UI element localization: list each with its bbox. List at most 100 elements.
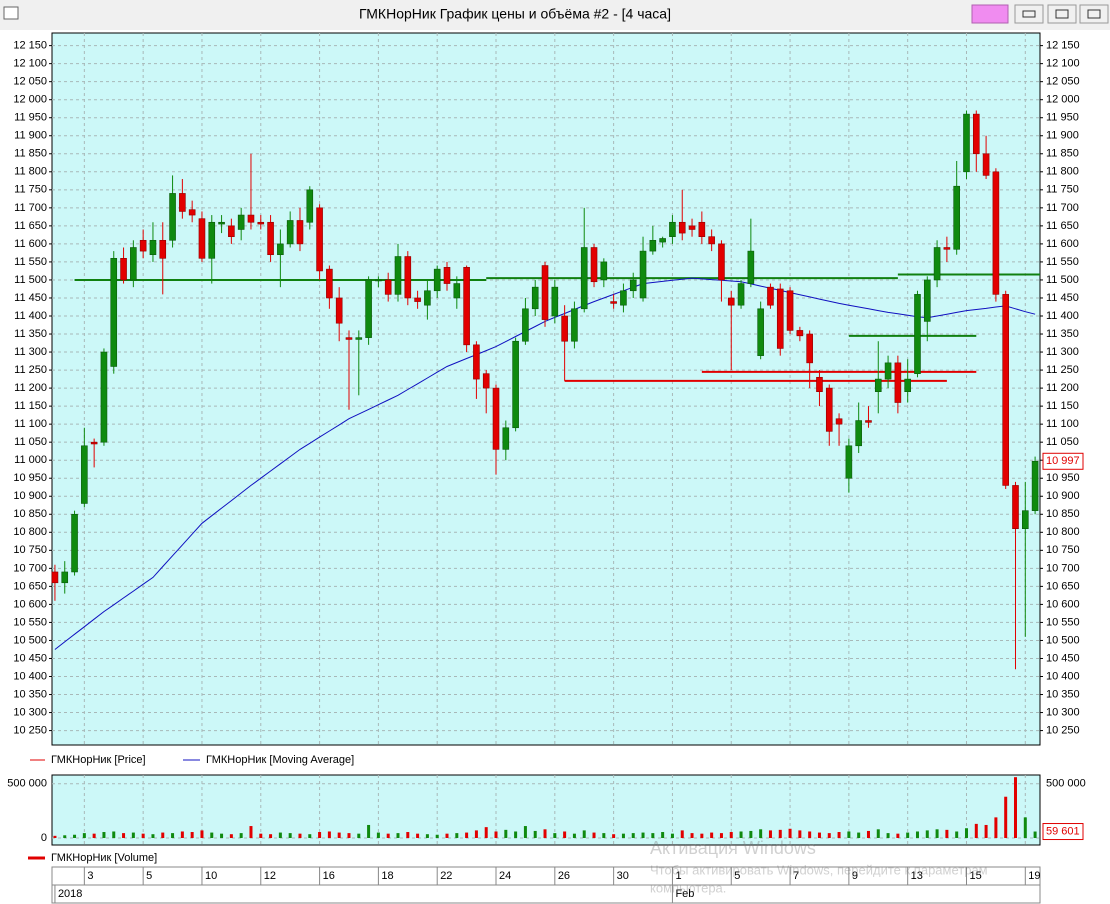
volume-bar	[259, 833, 263, 838]
candle-body	[894, 362, 902, 403]
volume-bar	[925, 830, 929, 838]
volume-bar	[523, 826, 527, 838]
y-tick-label: 11 100	[1046, 418, 1079, 430]
candle-body	[767, 286, 774, 306]
y-tick-label: 10 550	[13, 616, 47, 628]
volume-bar	[73, 834, 77, 838]
candle-body	[228, 225, 235, 237]
candle-body	[247, 214, 255, 223]
volume-bar	[896, 833, 900, 838]
volume-bar	[964, 828, 968, 838]
candle-body	[718, 243, 725, 281]
candle-body	[188, 209, 196, 216]
volume-bar	[425, 834, 429, 838]
volume-bar	[494, 831, 498, 838]
legend-volume: ГМКНорНик [Volume]	[51, 852, 157, 864]
y-tick-label: 10 650	[13, 580, 47, 592]
y-tick-label: 11 800	[1046, 166, 1079, 178]
y-tick-label: 12 100	[1046, 58, 1080, 70]
candle-body	[953, 185, 960, 250]
last-price-label: 10 997	[1046, 455, 1080, 467]
volume-bar	[641, 832, 645, 838]
candle-body	[149, 239, 157, 256]
candle-body	[531, 286, 539, 310]
x-tick-label: 1	[675, 870, 681, 882]
volume-bar	[278, 832, 282, 838]
y-tick-label: 10 800	[1046, 526, 1080, 538]
y-tick-label: 0	[41, 832, 47, 844]
candle-body	[943, 247, 951, 250]
candle-body	[669, 221, 676, 237]
volume-bar	[1013, 777, 1017, 838]
y-tick-label: 10 850	[13, 508, 47, 520]
candle-body	[845, 445, 853, 479]
volume-bar	[318, 832, 322, 838]
candle-body	[1002, 294, 1009, 486]
title-bar	[0, 0, 1110, 30]
candle-body	[776, 288, 784, 349]
candle-body	[424, 290, 431, 306]
x-tick-label: 9	[852, 870, 858, 882]
last-price-box	[1042, 452, 1084, 470]
volume-bar	[866, 830, 870, 838]
pin-button[interactable]	[971, 4, 1009, 24]
y-tick-label: 10 500	[1046, 634, 1080, 646]
volume-bar	[788, 828, 792, 838]
candle-body	[277, 243, 284, 256]
y-tick-label: 10 700	[1046, 562, 1080, 574]
candle-body	[816, 376, 823, 393]
candle-body	[708, 236, 715, 245]
y-tick-label: 10 850	[1046, 508, 1080, 520]
candle-body	[169, 193, 176, 241]
candle-body	[110, 258, 118, 367]
y-tick-label: 12 100	[13, 58, 47, 70]
candle-body	[688, 225, 696, 230]
period-label: Feb	[675, 888, 694, 900]
y-tick-label: 10 300	[1046, 706, 1080, 718]
volume-bar	[514, 831, 518, 838]
x-tick-label: 5	[146, 870, 152, 882]
close-button[interactable]	[1079, 4, 1109, 24]
x-tick-label: 15	[969, 870, 981, 882]
candle-body	[865, 420, 872, 423]
y-tick-label: 10 900	[1046, 490, 1080, 502]
window-title: ГМКНорНик График цены и объёма #2 - [4 ч…	[359, 6, 671, 22]
y-tick-label: 11 300	[1046, 346, 1079, 358]
y-tick-label: 11 650	[1046, 220, 1079, 232]
volume-bar	[200, 830, 204, 838]
candle-body	[737, 283, 745, 306]
candle-body	[120, 258, 127, 281]
minimize-button[interactable]	[1014, 4, 1044, 24]
y-tick-label: 11 850	[1046, 148, 1079, 160]
candle-body	[923, 279, 931, 322]
y-tick-label: 11 250	[1046, 364, 1079, 376]
volume-bar	[680, 830, 684, 838]
y-tick-label: 11 200	[1046, 382, 1079, 394]
volume-bar	[808, 831, 812, 838]
volume-bar	[220, 833, 224, 838]
candle-body	[208, 221, 216, 259]
volume-bar	[533, 830, 537, 838]
candle-body	[835, 418, 843, 425]
candle-body	[384, 279, 392, 295]
watermark-line: компьютера.	[650, 880, 726, 895]
y-tick-label: 11 150	[1046, 400, 1079, 412]
icon	[1022, 10, 1036, 18]
candle-body	[139, 239, 147, 252]
y-tick-label: 10 500	[13, 634, 47, 646]
candle-body	[81, 445, 88, 504]
volume-bar	[621, 833, 625, 838]
candle-body	[375, 279, 382, 282]
candle-body	[571, 308, 578, 342]
candle-body	[198, 218, 206, 259]
volume-bar	[416, 833, 420, 838]
maximize-button[interactable]	[1047, 4, 1077, 24]
watermark-line: Чтобы активировать Windows, перейдите к …	[650, 862, 988, 877]
y-tick-label: 10 600	[1046, 598, 1080, 610]
volume-bar	[778, 829, 782, 838]
x-tick-label: 13	[911, 870, 923, 882]
y-tick-label: 10 450	[13, 652, 47, 664]
y-tick-label: 11 900	[1046, 130, 1079, 142]
